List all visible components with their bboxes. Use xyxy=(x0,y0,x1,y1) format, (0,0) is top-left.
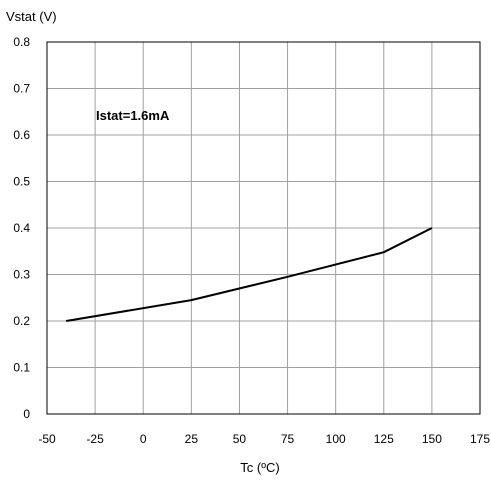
x-tick-label: 50 xyxy=(233,432,247,446)
x-tick-label: 75 xyxy=(281,432,295,446)
x-tick-label: 25 xyxy=(185,432,199,446)
x-tick-label: 125 xyxy=(374,432,394,446)
x-axis-title: Tc (ºC) xyxy=(240,460,279,475)
y-tick-label: 0.4 xyxy=(13,221,30,235)
y-tick-label: 0 xyxy=(23,407,30,421)
tick-labels: -50 -25 0 25 50 75 100 125 150 175 0 0.1 0.2 0.3 0.4 0.… xyxy=(13,35,490,446)
y-tick-label: 0.8 xyxy=(13,35,30,49)
x-tick-label: -50 xyxy=(38,432,56,446)
grid xyxy=(47,42,480,414)
x-tick-label: 0 xyxy=(140,432,147,446)
y-tick-label: 0.6 xyxy=(13,128,30,142)
x-tick-label: -25 xyxy=(86,432,104,446)
x-tick-label: 150 xyxy=(422,432,442,446)
x-tick-label: 175 xyxy=(470,432,490,446)
x-tick-label: 100 xyxy=(326,432,346,446)
y-tick-label: 0.2 xyxy=(13,314,30,328)
y-tick-label: 0.7 xyxy=(13,82,30,96)
y-tick-label: 0.3 xyxy=(13,268,30,282)
y-axis-title: Vstat (V) xyxy=(6,9,57,24)
istat-annotation: Istat=1.6mA xyxy=(96,108,170,123)
y-tick-label: 0.5 xyxy=(13,175,30,189)
y-tick-label: 0.1 xyxy=(13,361,30,375)
